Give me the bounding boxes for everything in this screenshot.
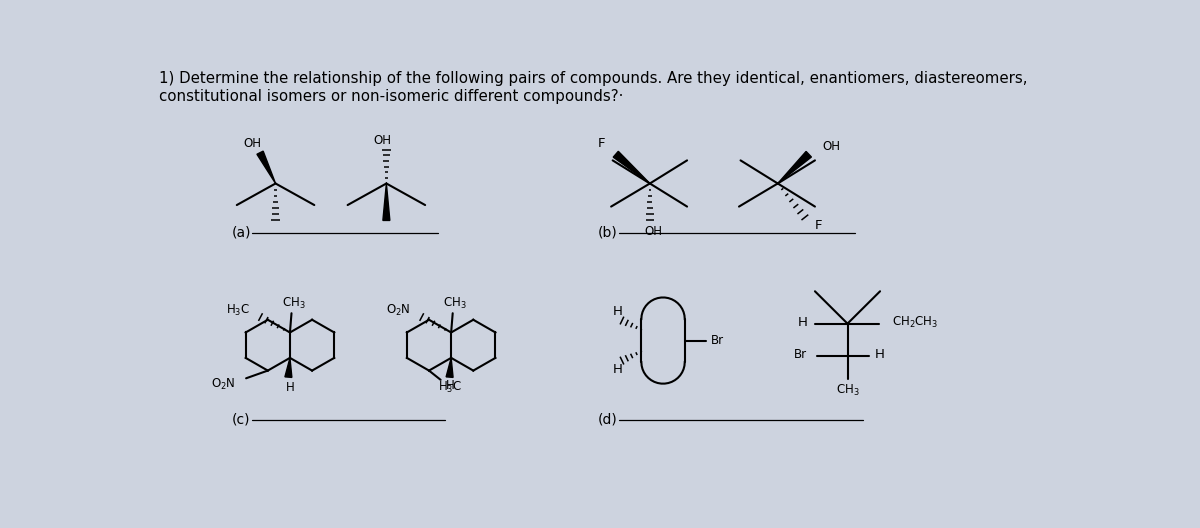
Text: OH: OH bbox=[644, 225, 662, 238]
Text: CH$_3$: CH$_3$ bbox=[835, 383, 859, 398]
Text: H: H bbox=[875, 348, 884, 361]
Text: (a): (a) bbox=[232, 226, 251, 240]
Polygon shape bbox=[383, 184, 390, 221]
Polygon shape bbox=[446, 358, 454, 378]
Polygon shape bbox=[613, 152, 650, 184]
Text: O$_2$N: O$_2$N bbox=[386, 304, 410, 318]
Text: constitutional isomers or non-isomeric different compounds?·: constitutional isomers or non-isomeric d… bbox=[160, 89, 624, 104]
Text: Br: Br bbox=[712, 334, 725, 347]
Text: H: H bbox=[286, 381, 294, 394]
Text: CH$_2$CH$_3$: CH$_2$CH$_3$ bbox=[893, 315, 938, 329]
Text: OH: OH bbox=[823, 140, 841, 153]
Text: Br: Br bbox=[794, 348, 808, 361]
Text: O$_2$N: O$_2$N bbox=[211, 377, 235, 392]
Text: F: F bbox=[598, 137, 606, 150]
Text: H$_3$C: H$_3$C bbox=[226, 304, 250, 318]
Text: H$_3$C: H$_3$C bbox=[438, 380, 462, 395]
Text: OH: OH bbox=[244, 137, 262, 150]
Text: (d): (d) bbox=[598, 413, 618, 427]
Text: H: H bbox=[446, 380, 455, 392]
Text: 1) Determine the relationship of the following pairs of compounds. Are they iden: 1) Determine the relationship of the fol… bbox=[160, 71, 1027, 86]
Text: CH$_3$: CH$_3$ bbox=[282, 296, 306, 311]
Polygon shape bbox=[257, 151, 276, 184]
Text: H: H bbox=[797, 316, 808, 328]
Polygon shape bbox=[284, 358, 292, 378]
Text: CH$_3$: CH$_3$ bbox=[443, 296, 467, 311]
Text: (c): (c) bbox=[232, 413, 250, 427]
Text: OH: OH bbox=[373, 134, 391, 147]
Text: F: F bbox=[815, 219, 822, 232]
Text: H: H bbox=[613, 363, 623, 376]
Text: (b): (b) bbox=[598, 226, 618, 240]
Text: H: H bbox=[613, 305, 623, 318]
Polygon shape bbox=[778, 152, 811, 184]
